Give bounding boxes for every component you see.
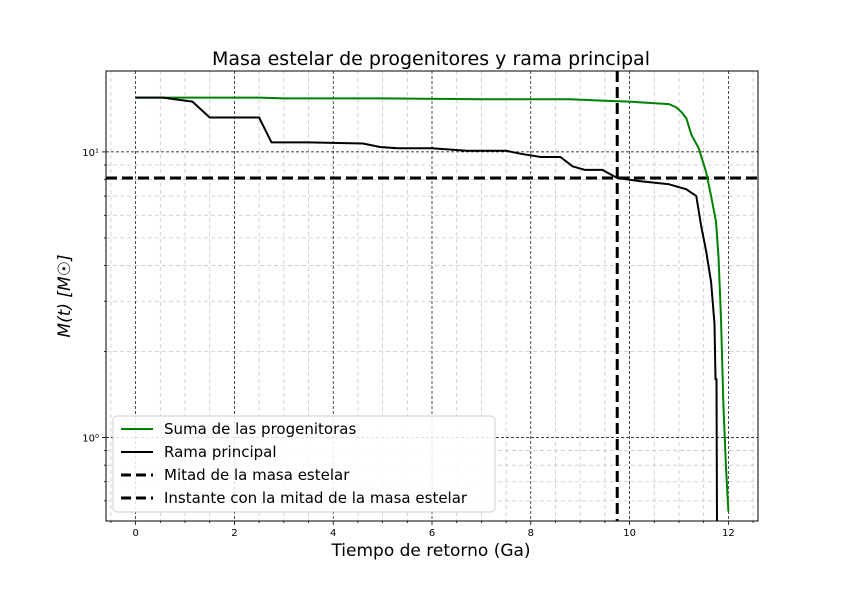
progenitors-sum-line — [135, 96, 730, 512]
y-axis-label: M(t) [M☉] — [55, 254, 75, 337]
x-tick-label: 4 — [330, 528, 336, 539]
ticks: 0 2 4 6 8 10 12 10⁰ 10¹ — [82, 148, 754, 539]
x-tick-label: 0 — [132, 528, 138, 539]
x-axis-label: Tiempo de retorno (Ga) — [330, 541, 530, 561]
chart-title: Masa estelar de progenitores y rama prin… — [212, 48, 650, 70]
x-tick-label: 2 — [231, 528, 237, 539]
legend-box — [112, 415, 496, 513]
reference-lines — [106, 71, 758, 521]
x-tick-label: 8 — [528, 528, 534, 539]
x-tick-label: 12 — [722, 528, 735, 539]
x-tick-label: 10 — [623, 528, 636, 539]
y-tick-label: 10⁰ — [82, 433, 99, 444]
legend-label: Instante con la mitad de la masa estelar — [164, 489, 468, 507]
x-tick-label: 6 — [429, 528, 435, 539]
y-tick-label: 10¹ — [82, 148, 99, 159]
series-lines — [135, 96, 730, 521]
legend-label: Suma de las progenitoras — [164, 420, 356, 438]
main-branch-line — [135, 96, 718, 521]
legend-label: Mitad de la masa estelar — [164, 466, 350, 484]
legend-label: Rama principal — [164, 443, 277, 461]
plot-frame — [105, 70, 759, 522]
legend: Suma de las progenitoras Rama principal Mi… — [112, 415, 496, 513]
